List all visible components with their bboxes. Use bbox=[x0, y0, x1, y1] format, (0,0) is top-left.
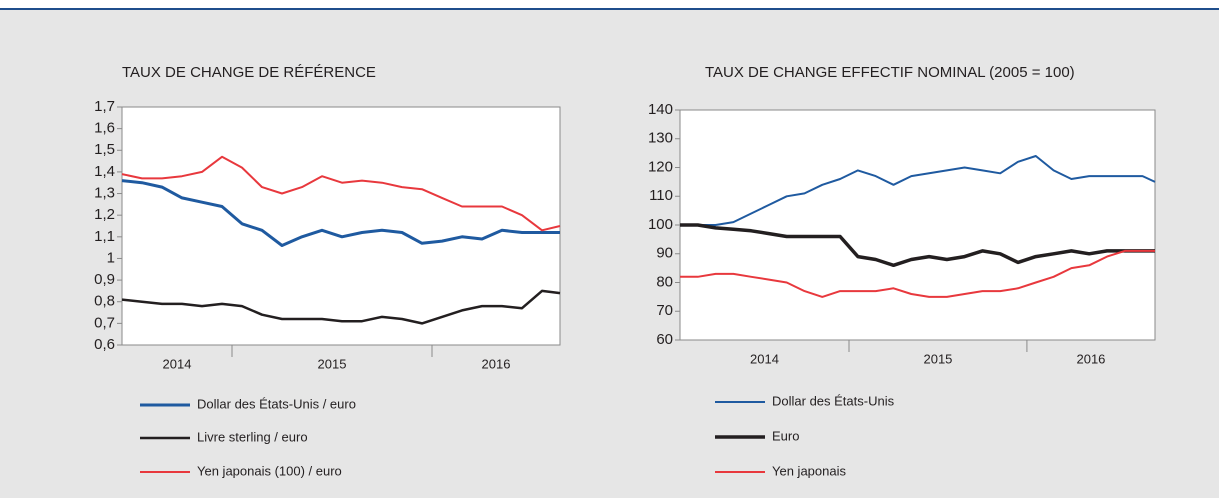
y-tick-label: 0,6 bbox=[94, 336, 115, 353]
y-tick-label: 1,4 bbox=[94, 163, 115, 180]
series-line bbox=[121, 155, 561, 232]
series-line bbox=[121, 179, 560, 247]
legend-label: Dollar des États-Unis / euro bbox=[197, 396, 356, 411]
series-line bbox=[121, 289, 561, 325]
y-tick-label: 80 bbox=[656, 273, 673, 290]
x-year-label: 2014 bbox=[163, 356, 192, 371]
plot-area bbox=[679, 109, 1156, 341]
y-tick-label: 140 bbox=[648, 101, 673, 118]
y-tick-label: 1,5 bbox=[94, 141, 115, 158]
y-tick-label: 90 bbox=[656, 245, 673, 262]
y-tick-label: 130 bbox=[648, 130, 673, 147]
chart-title: TAUX DE CHANGE DE RÉFÉRENCE bbox=[122, 64, 376, 81]
legend-label: Euro bbox=[772, 428, 799, 443]
y-tick-label: 1,7 bbox=[94, 98, 115, 115]
y-tick-label: 0,7 bbox=[94, 314, 115, 331]
legend-label: Yen japonais (100) / euro bbox=[197, 463, 342, 478]
x-year-label: 2016 bbox=[482, 356, 511, 371]
x-year-label: 2016 bbox=[1076, 351, 1105, 366]
y-tick-label: 0,9 bbox=[94, 271, 115, 288]
y-tick-label: 60 bbox=[656, 331, 673, 348]
y-tick-label: 120 bbox=[648, 158, 673, 175]
y-tick-label: 110 bbox=[649, 187, 673, 204]
y-tick-label: 1 bbox=[107, 249, 115, 266]
legend-label: Livre sterling / euro bbox=[197, 429, 308, 444]
chart-title: TAUX DE CHANGE EFFECTIF NOMINAL (2005 = … bbox=[705, 64, 1075, 81]
y-tick-label: 70 bbox=[656, 302, 673, 319]
y-tick-label: 0,8 bbox=[94, 293, 115, 310]
y-tick-label: 1,1 bbox=[94, 228, 115, 245]
y-tick-label: 100 bbox=[648, 216, 673, 233]
y-tick-label: 1,6 bbox=[94, 120, 115, 137]
x-year-label: 2015 bbox=[923, 351, 952, 366]
legend-label: Dollar des États-Unis bbox=[772, 393, 895, 408]
series-line bbox=[680, 155, 1156, 226]
x-year-label: 2015 bbox=[318, 356, 347, 371]
y-tick-label: 1,3 bbox=[94, 185, 115, 202]
plot-area bbox=[121, 106, 561, 346]
legend-label: Yen japonais bbox=[772, 463, 846, 478]
x-year-label: 2014 bbox=[750, 351, 779, 366]
top-rule bbox=[0, 8, 1219, 10]
series-line bbox=[680, 249, 1155, 298]
y-tick-label: 1,2 bbox=[94, 206, 115, 223]
series-line bbox=[680, 223, 1155, 268]
